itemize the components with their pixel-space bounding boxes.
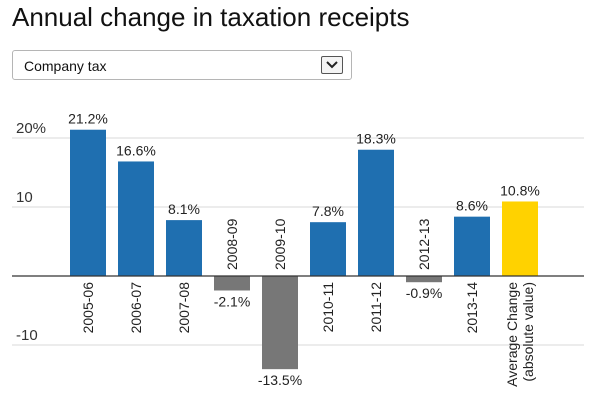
- x-tick-label: 2009-10: [272, 218, 288, 270]
- x-tick-label: 2012-13: [416, 218, 432, 270]
- data-label: 10.8%: [500, 182, 540, 198]
- x-tick-label: 2008-09: [224, 218, 240, 270]
- data-label: 18.3%: [356, 131, 396, 147]
- chart-title: Annual change in taxation receipts: [12, 2, 410, 32]
- x-tick-label: 2006-07: [128, 282, 144, 334]
- bar: [118, 161, 154, 276]
- y-tick-label: -10: [16, 327, 38, 344]
- x-tick-label: 2011-12: [368, 282, 384, 333]
- bar: [70, 129, 106, 276]
- bar: [310, 222, 346, 276]
- y-tick-label: 10: [16, 189, 33, 206]
- data-label: 8.1%: [168, 201, 200, 217]
- bar: [166, 220, 202, 276]
- bar: [454, 216, 490, 276]
- bar: [358, 149, 394, 276]
- data-label: -13.5%: [258, 372, 302, 388]
- data-label: -2.1%: [214, 293, 251, 309]
- data-label: 7.8%: [312, 203, 344, 219]
- x-tick-label: 2005-06: [80, 282, 96, 334]
- data-label: 8.6%: [456, 198, 488, 214]
- tax-type-dropdown[interactable]: Company tax: [12, 50, 352, 80]
- x-tick-label: 2010-11: [320, 282, 336, 333]
- bar: [406, 276, 442, 283]
- bar: [214, 276, 250, 291]
- data-label: 16.6%: [116, 142, 156, 158]
- data-label: -0.9%: [406, 285, 443, 301]
- x-tick-label: Average Change(absolute value): [504, 282, 536, 387]
- data-label: 21.2%: [68, 111, 108, 127]
- bar: [502, 201, 538, 276]
- dropdown-selected-value: Company tax: [24, 58, 107, 74]
- y-tick-label: 20%: [16, 120, 46, 137]
- chevron-down-icon[interactable]: [321, 56, 343, 74]
- x-tick-label: 2007-08: [176, 282, 192, 334]
- x-tick-label: 2013-14: [464, 282, 480, 334]
- bar: [262, 276, 298, 370]
